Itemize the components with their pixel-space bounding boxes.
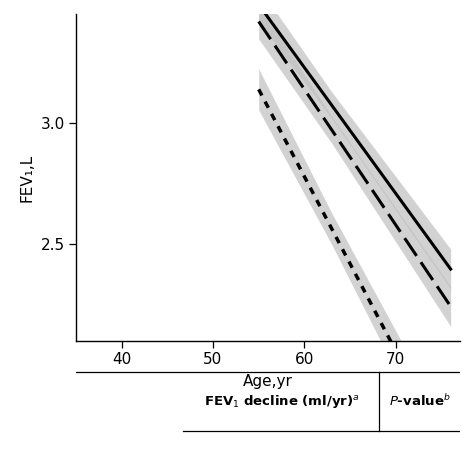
- Text: $\it{P}$-value$^b$: $\it{P}$-value$^b$: [390, 393, 451, 409]
- Text: FEV$_1$ decline (ml/yr)$^a$: FEV$_1$ decline (ml/yr)$^a$: [203, 392, 359, 410]
- Y-axis label: FEV₁,L: FEV₁,L: [20, 154, 35, 202]
- X-axis label: Age,yr: Age,yr: [243, 374, 293, 389]
